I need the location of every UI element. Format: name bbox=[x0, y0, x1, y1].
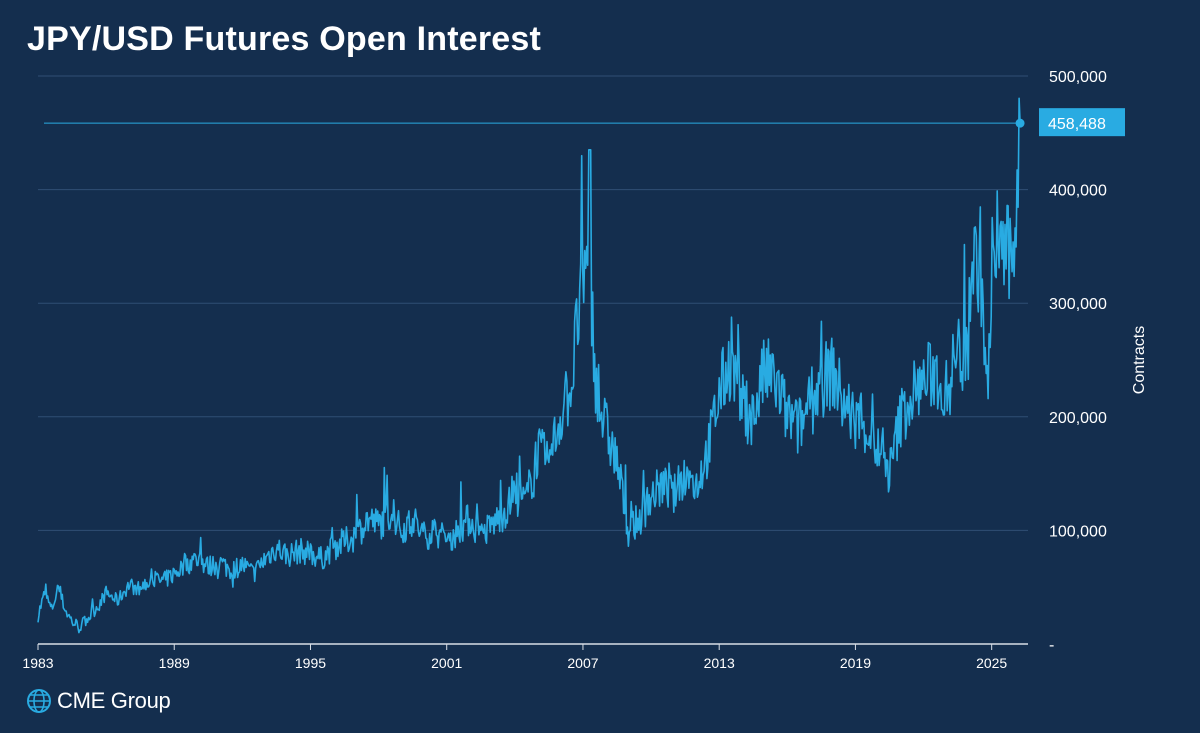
chart-title: JPY/USD Futures Open Interest bbox=[27, 20, 542, 58]
y-tick-label: 100,000 bbox=[1049, 523, 1107, 540]
x-tick-label: 2019 bbox=[840, 655, 871, 671]
logo-text: CME Group bbox=[57, 688, 171, 713]
last-value-badge bbox=[1039, 108, 1125, 137]
y-tick-label: 200,000 bbox=[1049, 410, 1107, 427]
open-interest-line bbox=[37, 97, 1021, 634]
x-tick-label: 2007 bbox=[567, 655, 598, 671]
y-tick-label: 400,000 bbox=[1049, 183, 1107, 200]
x-axis-ticks: 1983 1989 1995 2001 2007 2013 2019 2025 bbox=[22, 644, 1007, 671]
x-tick-label: 2013 bbox=[704, 655, 735, 671]
x-tick-label: 2025 bbox=[976, 655, 1007, 671]
y-axis-label: Contracts bbox=[1131, 326, 1148, 394]
y-tick-label: 300,000 bbox=[1049, 296, 1107, 313]
y-tick-label: 500,000 bbox=[1049, 69, 1107, 86]
x-tick-label: 1989 bbox=[159, 655, 190, 671]
globe-icon bbox=[27, 689, 51, 713]
x-tick-label: 1983 bbox=[22, 655, 53, 671]
last-value-label: 458,488 bbox=[1048, 116, 1106, 133]
y-tick-label: - bbox=[1049, 637, 1054, 654]
x-tick-label: 2001 bbox=[431, 655, 462, 671]
last-value-marker bbox=[1015, 118, 1025, 128]
cme-group-logo: CME Group bbox=[26, 686, 171, 716]
x-tick-label: 1995 bbox=[295, 655, 326, 671]
grid-lines bbox=[38, 75, 1028, 531]
y-axis-ticks: - 100,000 200,000 300,000 400,000 500,000 bbox=[1049, 69, 1107, 654]
